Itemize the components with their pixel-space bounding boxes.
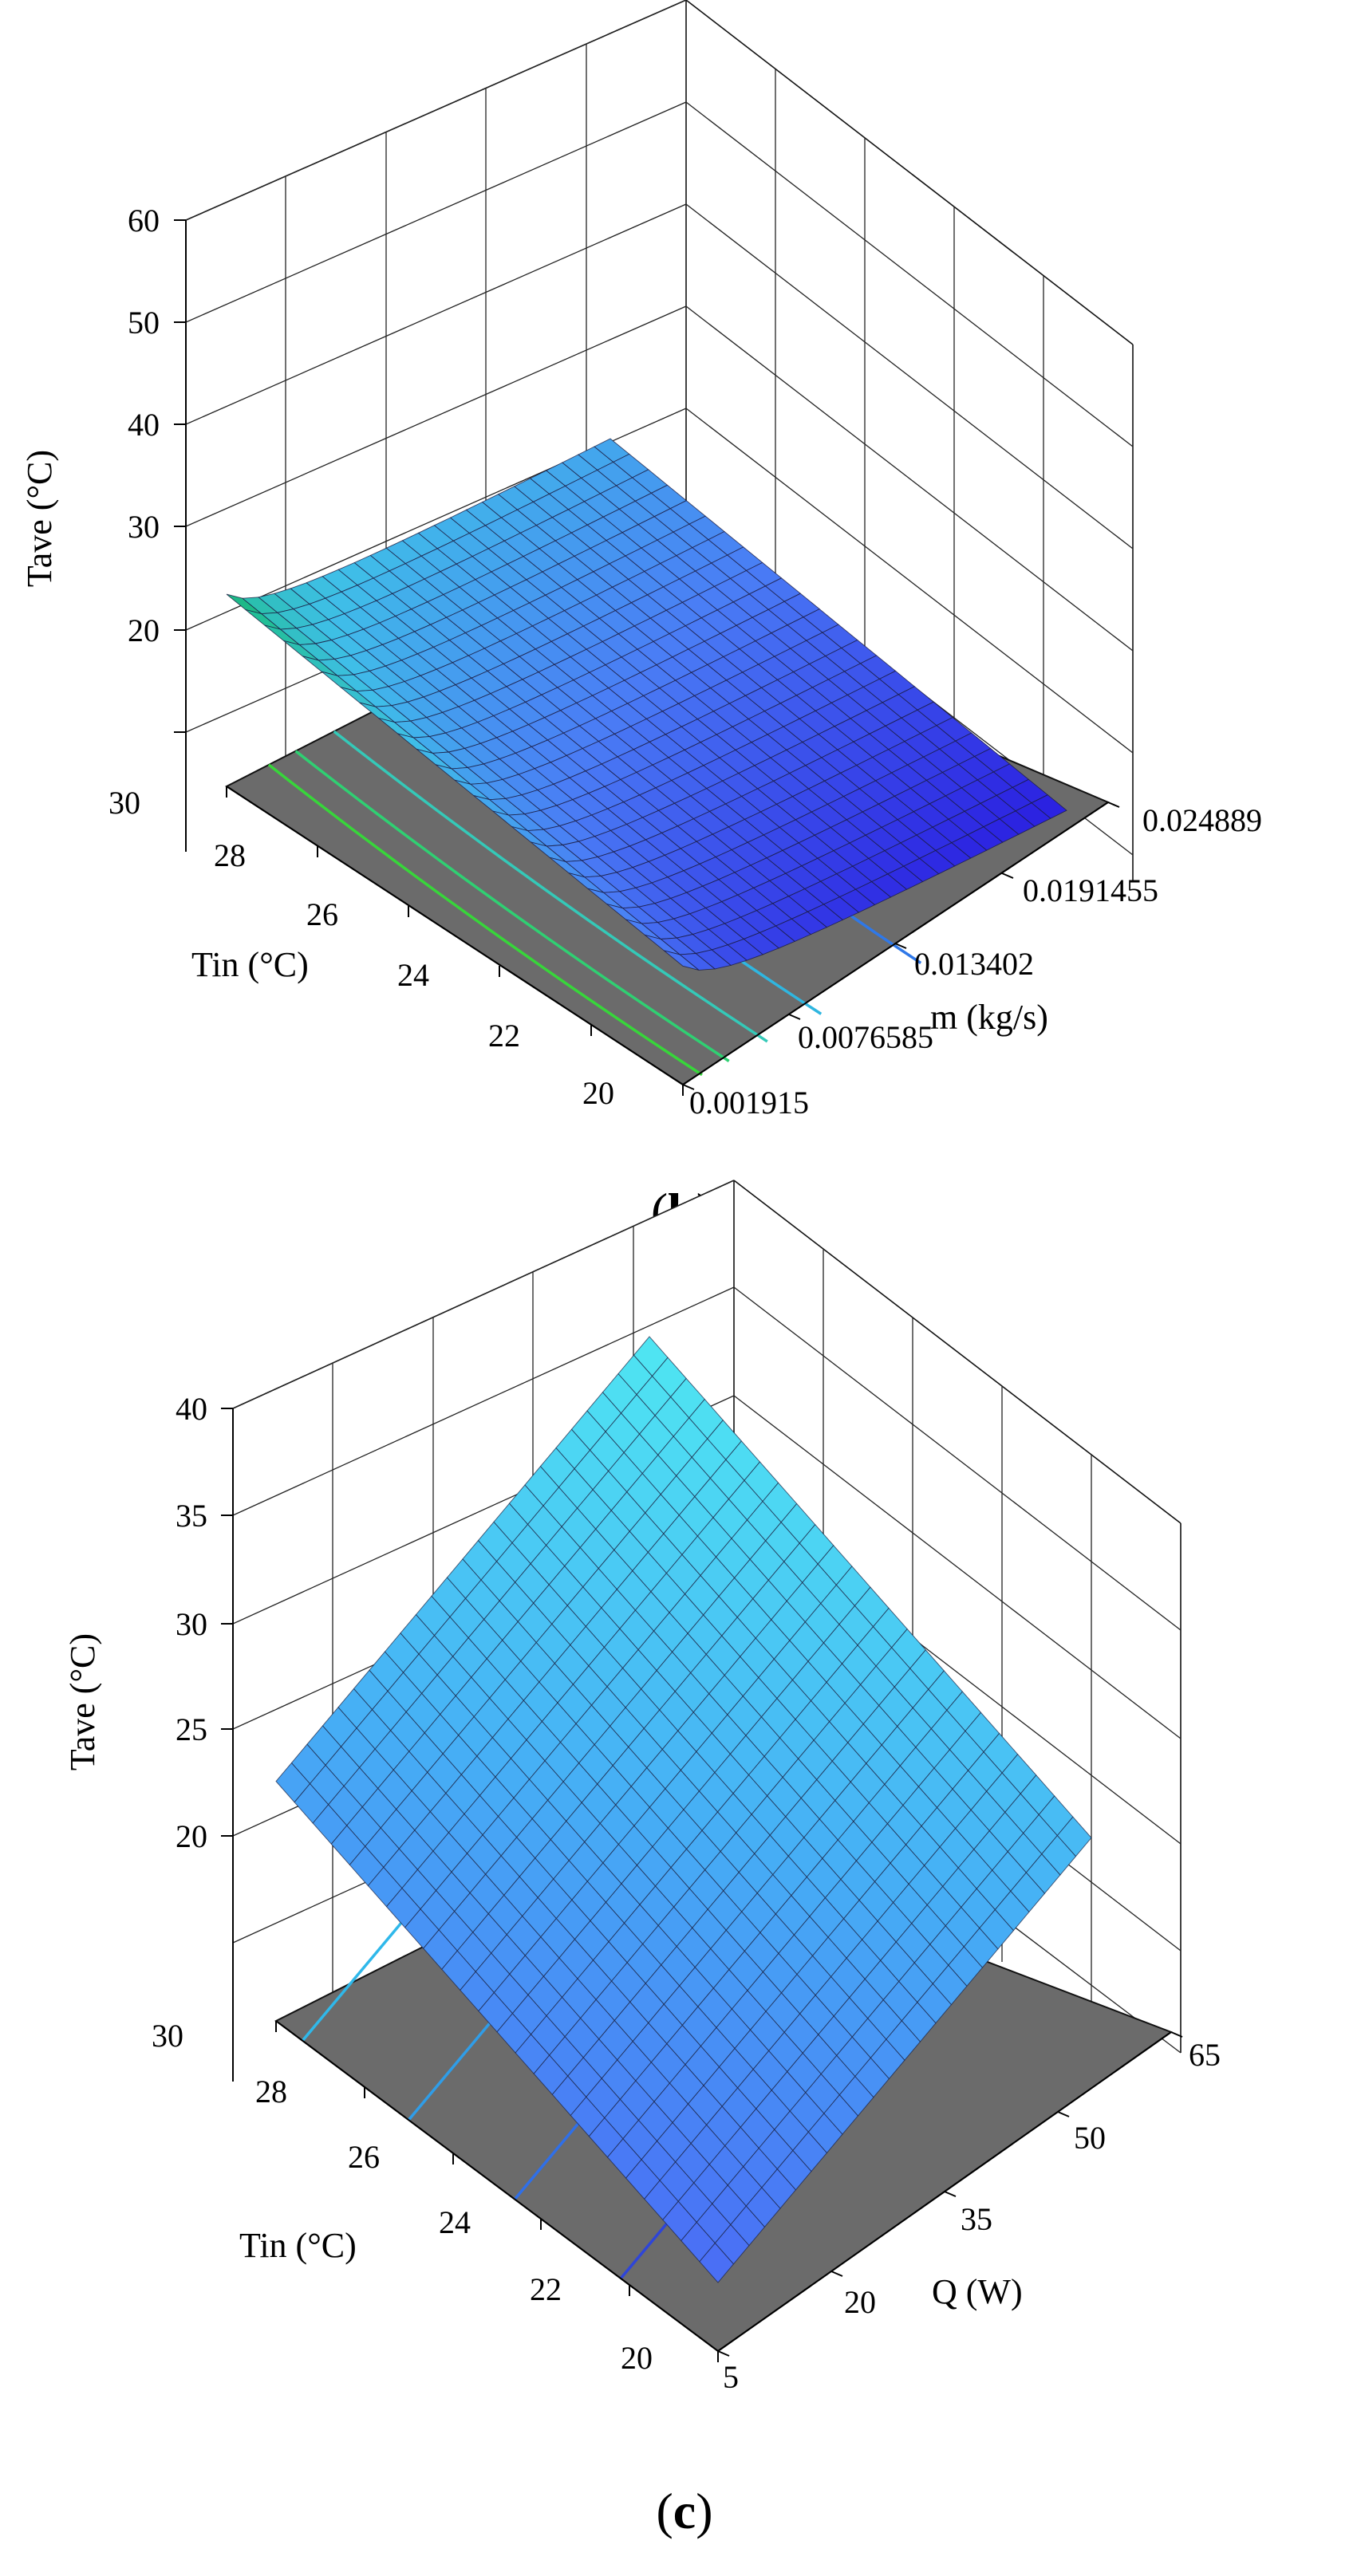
panel-b-x-tick-labels: 0.001915 0.0076585 0.013402 0.0191455 0.… <box>689 802 1262 1121</box>
panel-c-x-tick: 20 <box>844 2284 876 2320</box>
panel-b-surface <box>226 438 1067 971</box>
panel-b-contour-line <box>267 763 703 1077</box>
panel-b-y-tick: 22 <box>488 1018 520 1054</box>
panel-c-axes <box>221 1408 1183 2362</box>
panel-b-y-tick: 20 <box>582 1075 614 1111</box>
panel-c-y-axis-title: Tin (°C) <box>239 2226 357 2265</box>
panel-b-z-axis-title: Tave (°C) <box>20 450 59 587</box>
panel-c-label: (c) <box>656 2483 712 2539</box>
panel-c-x-tick: 5 <box>723 2359 739 2395</box>
panel-b-contour-line <box>333 730 768 1043</box>
panel-b-z-tick-labels: 60 50 40 30 20 <box>128 203 160 648</box>
panel-b-z-tick: 20 <box>128 612 160 648</box>
panel-b-z-tick: 50 <box>128 305 160 341</box>
panel-b-z-tick: 40 <box>128 407 160 443</box>
panel-c-x-tick-labels: 5 20 35 50 65 <box>723 2037 1221 2395</box>
panel-b: 60 50 40 30 20 30 28 26 24 22 20 0.00191… <box>20 0 1262 1239</box>
panel-c-z-tick: 40 <box>176 1391 207 1427</box>
panel-c-x-tick: 35 <box>961 2201 992 2237</box>
panel-b-y-tick-labels: 30 28 26 24 22 20 <box>108 785 614 1111</box>
panel-c-y-tick: 24 <box>439 2204 471 2240</box>
panel-b-y-tick: 30 <box>108 785 140 821</box>
panel-c-y-tick: 28 <box>255 2074 287 2109</box>
panel-c-y-tick-labels: 30 28 26 24 22 20 <box>152 2018 653 2376</box>
panel-b-contour-line <box>294 750 730 1062</box>
panel-c-y-tick: 30 <box>152 2018 183 2054</box>
panel-b-surface-facet <box>1031 794 1067 819</box>
panel-c-y-tick: 22 <box>530 2271 562 2307</box>
panel-c-z-axis-title: Tave (°C) <box>63 1633 102 1771</box>
panel-c-z-tick: 25 <box>176 1711 207 1747</box>
panel-b-y-tick: 24 <box>397 957 429 993</box>
panel-b-axes <box>174 219 1120 1096</box>
panel-c: 40 35 30 25 20 30 28 26 24 22 20 5 20 35… <box>63 1180 1221 2539</box>
panel-c-surface <box>275 1336 1092 2283</box>
panel-b-x-tick: 0.0191455 <box>1023 872 1158 908</box>
panel-b-z-tick: 30 <box>128 509 160 545</box>
panel-b-x-tick: 0.0076585 <box>798 1019 933 1055</box>
panel-c-x-axis-title: Q (W) <box>932 2272 1023 2311</box>
panel-b-x-tick: 0.001915 <box>689 1085 809 1121</box>
panel-c-y-tick: 26 <box>348 2139 380 2175</box>
panel-b-y-tick: 28 <box>214 837 246 873</box>
panel-c-z-tick: 20 <box>176 1818 207 1854</box>
panel-c-z-tick: 35 <box>176 1498 207 1534</box>
panel-c-x-tick: 65 <box>1189 2037 1221 2073</box>
panel-c-surface-facet <box>1056 1816 1092 1857</box>
panel-c-z-tick-labels: 40 35 30 25 20 <box>176 1391 207 1854</box>
panel-b-z-tick: 60 <box>128 203 160 238</box>
panel-b-x-tick: 0.013402 <box>914 946 1034 982</box>
panel-c-x-tick: 50 <box>1074 2120 1106 2156</box>
panel-b-x-axis-title: m (kg/s) <box>930 998 1048 1037</box>
panel-b-x-tick: 0.024889 <box>1142 802 1262 838</box>
panel-c-z-tick: 30 <box>176 1606 207 1642</box>
panel-b-y-axis-title: Tin (°C) <box>191 945 309 984</box>
panel-c-y-tick: 20 <box>621 2340 653 2376</box>
panel-b-y-tick: 26 <box>306 896 338 932</box>
